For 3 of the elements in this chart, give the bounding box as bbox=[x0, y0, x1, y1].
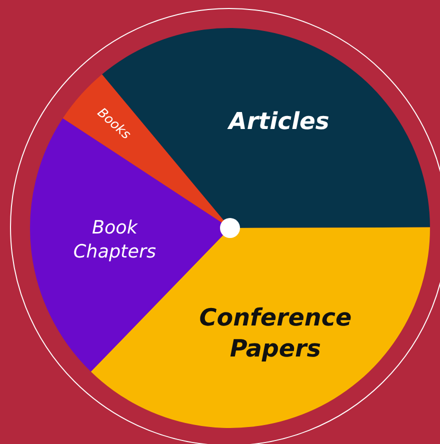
slice-label: Conference Papers bbox=[199, 303, 352, 362]
slice-label: Book Chapters bbox=[73, 218, 156, 262]
slice-label: Articles bbox=[226, 106, 330, 135]
